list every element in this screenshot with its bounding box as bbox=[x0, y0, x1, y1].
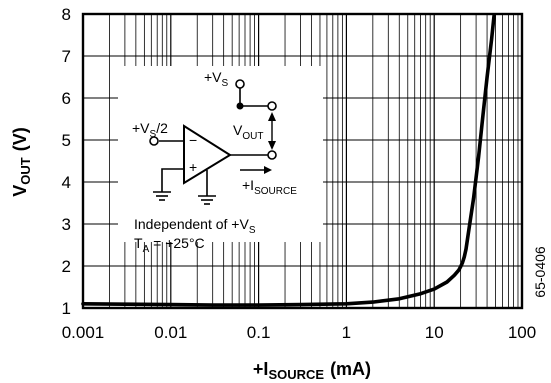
ground-wire-left bbox=[161, 168, 184, 192]
y-tick-label: 5 bbox=[62, 131, 71, 150]
plus-label: + bbox=[189, 159, 197, 175]
vout-label: VOUT bbox=[233, 122, 263, 142]
current-label: +ISOURCE bbox=[242, 177, 297, 197]
supply-terminal bbox=[235, 79, 245, 89]
y-tick-label: 1 bbox=[62, 299, 71, 318]
tick-labels: 0.001 0.01 0.1 1 10 100 1 2 3 4 5 6 7 8 bbox=[62, 5, 537, 342]
inset-background bbox=[118, 66, 323, 242]
current-arrow-head bbox=[264, 166, 272, 174]
x-tick-label: 0.01 bbox=[154, 323, 187, 342]
x-tick-label: 1 bbox=[342, 323, 351, 342]
x-tick-label: 100 bbox=[508, 323, 536, 342]
top-terminal bbox=[267, 101, 277, 111]
minus-label: − bbox=[189, 132, 197, 148]
output-terminal bbox=[267, 150, 277, 160]
y-tick-label: 7 bbox=[62, 47, 71, 66]
y-tick-label: 3 bbox=[62, 215, 71, 234]
input-label: +VS/2 bbox=[132, 120, 168, 140]
note-independent: Independent of +VS bbox=[134, 216, 256, 236]
y-tick-label: 2 bbox=[62, 257, 71, 276]
opamp-symbol bbox=[183, 124, 232, 185]
x-tick-label: 0.1 bbox=[247, 323, 271, 342]
vout-arrow-up bbox=[268, 112, 276, 121]
y-tick-label: 8 bbox=[62, 5, 71, 24]
vout-arrow-down bbox=[268, 141, 276, 150]
supply-label: +VS bbox=[204, 69, 229, 89]
figure-id: 65-0406 bbox=[532, 246, 548, 298]
x-axis-title: +ISOURCE (mA) bbox=[253, 359, 371, 382]
y-tick-label: 6 bbox=[62, 89, 71, 108]
series-line bbox=[81, 14, 496, 307]
y-tick-label: 4 bbox=[62, 173, 71, 192]
plot-frame bbox=[81, 12, 524, 310]
input-terminal bbox=[149, 136, 159, 146]
inset-circuit: +VS +VS/2 − + VOUT +ISOURCE Independent … bbox=[118, 66, 323, 255]
x-tick-label: 0.001 bbox=[62, 323, 105, 342]
y-axis-title: VOUT(V) bbox=[10, 127, 33, 196]
note-temperature: TA = +25°C bbox=[134, 235, 205, 255]
x-tick-label: 10 bbox=[425, 323, 444, 342]
